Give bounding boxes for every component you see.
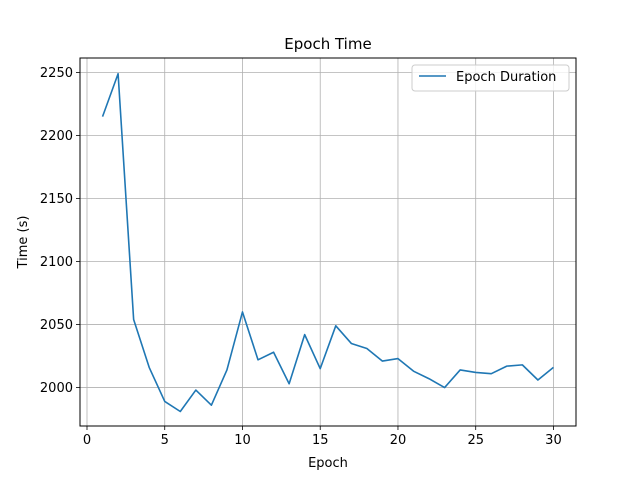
series-layer (101, 72, 554, 413)
x-tick-label: 20 (390, 433, 407, 448)
legend: Epoch Duration (411, 64, 570, 92)
chart-title: Epoch Time (284, 35, 371, 53)
series-line-epoch-duration (101, 72, 554, 413)
y-tick-label: 2000 (40, 381, 73, 396)
x-tick-label: 15 (312, 433, 329, 448)
y-tick-label: 2050 (40, 318, 73, 333)
x-tick-label: 30 (545, 433, 562, 448)
legend-label: Epoch Duration (456, 70, 556, 85)
grid (80, 58, 576, 426)
y-tick-label: 2150 (40, 192, 73, 207)
y-axis-ticks: 2000 2050 2100 2150 2200 2250 (40, 66, 80, 396)
x-axis-label: Epoch (308, 456, 348, 471)
y-tick-label: 2250 (40, 66, 73, 81)
x-tick-label: 0 (83, 433, 91, 448)
x-tick-label: 10 (234, 433, 251, 448)
x-axis-ticks: 0 5 10 15 20 25 30 (83, 426, 562, 448)
x-tick-label: 25 (467, 433, 484, 448)
legend-box (411, 64, 570, 92)
y-axis-label: Time (s) (16, 216, 31, 270)
x-tick-label: 5 (161, 433, 169, 448)
plot-frame (79, 57, 577, 427)
y-tick-label: 2100 (40, 255, 73, 270)
y-tick-label: 2200 (40, 129, 73, 144)
